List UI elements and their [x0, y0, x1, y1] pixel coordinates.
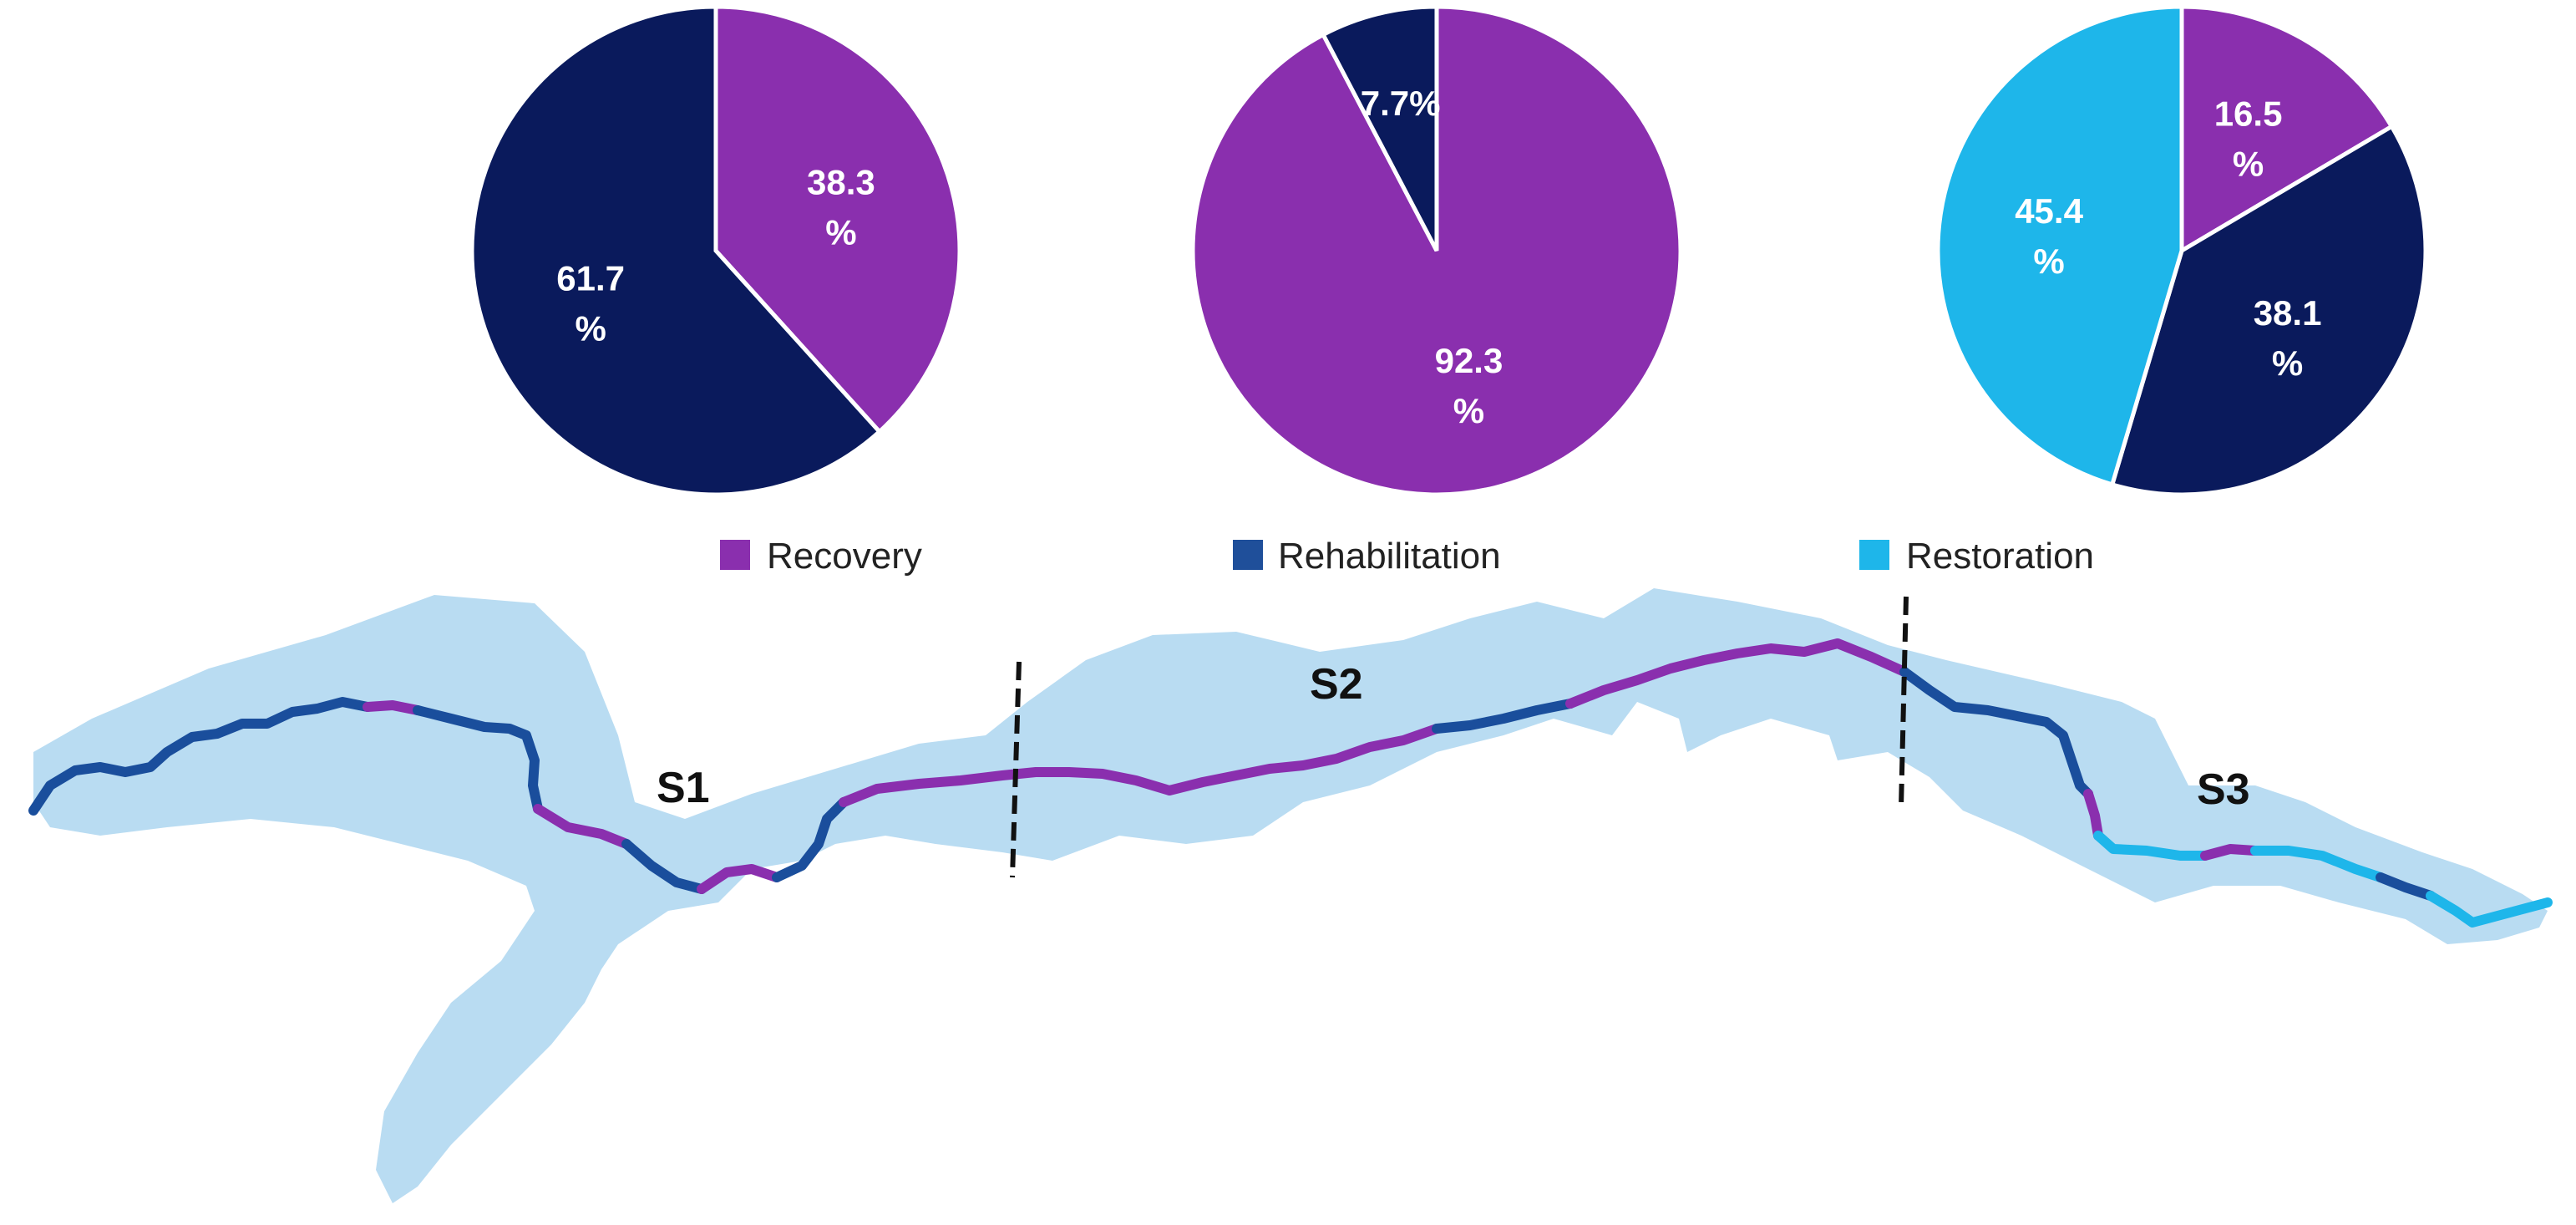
river-line-rehab-1	[28, 697, 373, 816]
segment-label-s2: S2	[1310, 660, 1363, 709]
river-line-rehab-7	[2376, 872, 2436, 901]
pie-slice-s3-restoration	[1935, 4, 2184, 488]
river-line-recovery-4	[839, 724, 1442, 807]
river-line-recovery-1	[363, 700, 423, 715]
river-buffer-area	[33, 588, 2548, 1203]
pie-label-s3-restoration: 45.4%	[2015, 191, 2083, 281]
legend-item-restoration: Restoration	[1859, 536, 2094, 577]
legend: Recovery Rehabilitation Restoration	[720, 536, 2094, 577]
legend-swatch-rehabilitation	[1233, 540, 1263, 570]
river-line-recovery-7	[2200, 844, 2260, 861]
pie-label-s3-recovery: 16.5%	[2214, 94, 2283, 183]
pie-label-s1-rehabilitation: 61.7%	[556, 259, 625, 348]
legend-label-restoration: Restoration	[1906, 536, 2094, 577]
legend-label-recovery: Recovery	[767, 536, 922, 577]
pie-chart-s3: 16.5 % 38.1 % 45.4%	[1935, 4, 2428, 497]
river-line-rehab-6	[1899, 667, 2093, 799]
legend-item-rehabilitation: Rehabilitation	[1233, 536, 1501, 577]
river-line-restoration-3	[2426, 891, 2553, 928]
pie-chart-s1: 38.3 % 61.7%	[469, 4, 962, 497]
river-line-rehab-3	[621, 839, 707, 894]
river-map: S1 S2 S3	[28, 588, 2553, 1203]
legend-swatch-restoration	[1859, 540, 1889, 570]
legend-swatch-recovery	[720, 540, 750, 570]
segment-divider-1	[1010, 661, 1022, 878]
pie-label-s1-recovery: 38.3%	[807, 162, 875, 252]
river-line-recovery-3	[697, 864, 782, 894]
segment-label-s1: S1	[657, 764, 710, 812]
river-line-rehab-4	[772, 797, 849, 882]
pie-label-s3-rehabilitation: 38.1%	[2254, 293, 2322, 383]
pie-label-s2-rehabilitation: 7.7%	[1361, 84, 1441, 123]
legend-label-rehabilitation: Rehabilitation	[1278, 536, 1501, 577]
river-line-recovery-5	[1565, 638, 1909, 709]
river-line-recovery-2	[533, 804, 631, 849]
pie-charts: 38.3 % 61.7 % 92.3 % 7.7% 16.5 % 38.1 % 45.4%	[469, 4, 2428, 497]
pie-label-s2-recovery: 92.3%	[1435, 341, 1504, 430]
river-line-rehab-2	[413, 705, 543, 814]
river-line-restoration-2	[2250, 846, 2386, 882]
pie-slice-s3-recovery	[2179, 4, 2395, 255]
river-line-rehab-5	[1432, 699, 1575, 734]
segment-label-s3: S3	[2197, 765, 2250, 814]
pie-slice-s2-rehabilitation	[1320, 4, 1439, 252]
pie-slice-s3-rehabilitation	[2109, 123, 2428, 497]
pie-slice-s1-recovery	[713, 4, 962, 435]
segment-divider-2	[1899, 596, 1909, 808]
pie-chart-s2: 92.3 % 7.7%	[1190, 4, 1683, 497]
river-line-restoration-1	[2093, 831, 2210, 861]
legend-item-recovery: Recovery	[720, 536, 922, 577]
river-line-recovery-6	[2083, 789, 2103, 841]
pie-slice-s1-rehabilitation	[469, 4, 883, 497]
